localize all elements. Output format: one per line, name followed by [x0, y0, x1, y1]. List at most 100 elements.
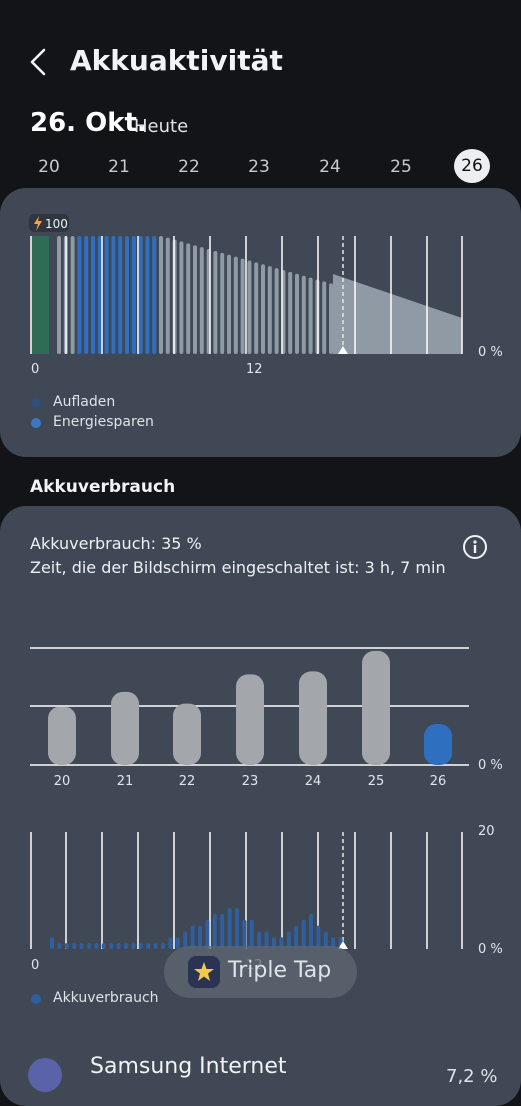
hourly-usage-bar	[301, 919, 306, 949]
battery-level-bar	[213, 250, 218, 354]
battery-level-bar	[91, 236, 95, 354]
hourly-usage-bar	[153, 943, 158, 949]
hourly-usage-bar	[316, 925, 321, 949]
battery-level-bar	[159, 236, 163, 354]
app-name[interactable]: Samsung Internet	[90, 1054, 287, 1079]
battery-level-bar	[165, 237, 170, 354]
hourly-usage-bar	[64, 943, 69, 949]
hourly-usage-bar	[175, 937, 180, 949]
daily-x-label: 21	[117, 774, 134, 789]
battery-level-bar	[240, 258, 245, 354]
day-26[interactable]: 26	[454, 149, 490, 183]
app-usage-pct: 7,2 %	[446, 1066, 498, 1087]
hourly-usage-bar	[323, 931, 328, 949]
battery-level-bar	[254, 262, 259, 354]
day-24[interactable]: 24	[319, 157, 341, 177]
usage-percent-text: Akkuverbrauch: 35 %	[30, 534, 202, 553]
legend-power-saving: Energiesparen	[53, 414, 154, 430]
hourly-usage-bar	[161, 943, 165, 949]
hourly-usage-bar	[79, 943, 84, 949]
battery-level-bar	[57, 236, 61, 354]
battery-level-bar	[104, 236, 109, 354]
battery-level-bar	[193, 245, 197, 354]
day-23[interactable]: 23	[248, 157, 270, 177]
hourly-usage-bar	[124, 943, 128, 949]
legend-charging: Aufladen	[53, 394, 116, 410]
battery-level-bar	[145, 236, 150, 354]
hourly-usage-bar	[309, 913, 313, 949]
hourly-usage-bar	[294, 925, 299, 949]
hourly-usage-bar	[72, 943, 77, 949]
hourly-usage-bar	[264, 931, 269, 949]
daily-usage-bar[interactable]	[299, 671, 327, 765]
battery-level-bar	[329, 283, 333, 354]
hourly-usage-bar	[235, 908, 239, 949]
battery-level-chart: 100	[29, 214, 463, 354]
now-marker	[338, 346, 348, 354]
usage-card: Akkuverbrauch: 35 % Zeit, die der Bildsc…	[0, 506, 521, 1106]
usage-charts: 20 21 22 23 24 25 26	[30, 647, 469, 949]
chevron-left-icon	[30, 48, 46, 76]
battery-level-bar	[138, 236, 143, 354]
hourly-usage-bar	[205, 919, 210, 949]
daily-usage-bar[interactable]	[48, 706, 76, 766]
usage-section-title: Akkuverbrauch	[30, 477, 176, 497]
hourly-usage-bar	[116, 943, 121, 949]
daily-usage-bar[interactable]	[424, 724, 452, 765]
day-selector: 20 21 22 23 24 25 26	[0, 149, 521, 186]
hourly-usage-bar	[131, 943, 136, 949]
triple-tap-icon	[188, 956, 220, 988]
day-22[interactable]: 22	[178, 157, 200, 177]
daily-usage-bar[interactable]	[173, 703, 201, 765]
battery-level-bar	[274, 268, 279, 354]
battery-level-bar	[131, 236, 136, 354]
day-21[interactable]: 21	[108, 157, 130, 177]
hourly-x-label-0: 0	[31, 958, 40, 973]
battery-level-bar	[227, 254, 231, 354]
battery-x-label-12: 12	[246, 362, 263, 377]
battery-level-bar	[199, 247, 204, 354]
battery-level-bar	[97, 236, 102, 354]
day-25[interactable]: 25	[390, 157, 412, 177]
info-icon	[463, 535, 487, 559]
hourly-usage-bar	[168, 937, 173, 949]
hourly-usage-bar	[257, 931, 262, 949]
battery-level-card: 100 0 % 0 12 Aufladen Energiesparen	[0, 188, 521, 457]
bolt-icon	[29, 214, 69, 232]
battery-level-bar	[322, 281, 327, 354]
battery-level-bar	[267, 266, 272, 354]
battery-level-bar	[295, 273, 299, 354]
daily-usage-bar[interactable]	[236, 674, 264, 765]
battery-level-bar	[118, 236, 123, 354]
hourly-usage-bar	[183, 931, 188, 949]
battery-level-bar	[186, 243, 191, 354]
battery-level-bar	[233, 256, 238, 354]
hourly-usage-bar	[101, 943, 106, 949]
hourly-usage-bar	[146, 943, 151, 949]
battery-level-bar	[70, 236, 75, 354]
selected-date: 26. Okt.	[30, 108, 147, 138]
daily-x-label: 26	[430, 774, 447, 789]
battery-level-bar	[247, 260, 252, 354]
selected-date-sub: Heute	[134, 116, 189, 137]
daily-y-label: 0 %	[478, 758, 503, 773]
daily-usage-bar[interactable]	[111, 691, 139, 765]
hourly-usage-bar	[249, 919, 254, 949]
battery-level-bar	[179, 241, 184, 354]
daily-usage-bar[interactable]	[362, 650, 390, 765]
battery-level-bar	[84, 236, 89, 354]
hourly-usage-bar	[109, 943, 114, 949]
battery-level-bar	[301, 275, 306, 354]
day-20[interactable]: 20	[38, 157, 60, 177]
hourly-usage-bar	[94, 943, 99, 949]
battery-x-label-0: 0	[31, 362, 40, 377]
hourly-usage-bar	[242, 919, 247, 949]
hourly-usage-bar	[190, 925, 195, 949]
triple-tap-label: Triple Tap	[228, 958, 332, 983]
back-button[interactable]	[24, 46, 56, 78]
hourly-usage-bar	[212, 913, 217, 949]
battery-level-bar	[77, 236, 82, 354]
daily-x-label: 22	[179, 774, 196, 789]
info-button[interactable]	[462, 534, 488, 560]
battery-level-bar	[308, 277, 313, 354]
